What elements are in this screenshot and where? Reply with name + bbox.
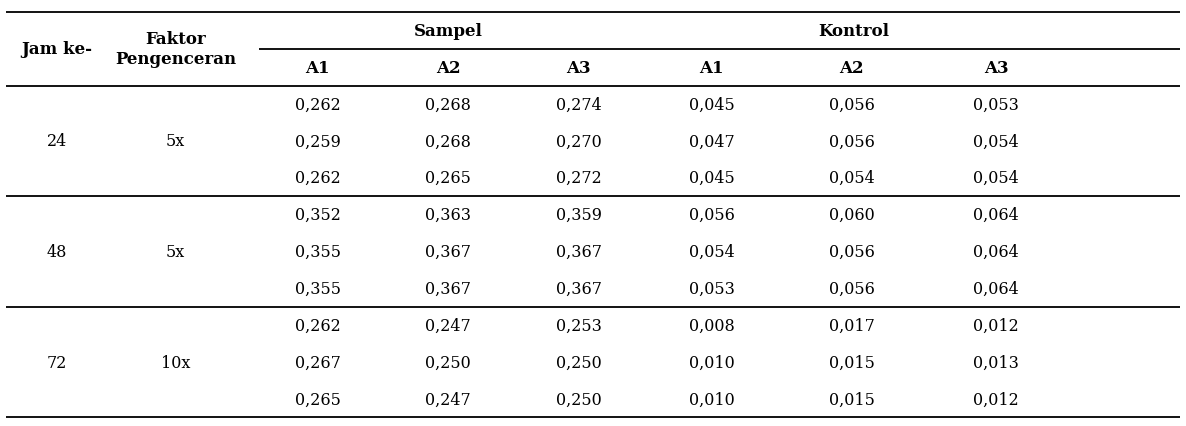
Text: 0,056: 0,056: [829, 280, 874, 297]
Text: 0,355: 0,355: [295, 280, 340, 297]
Text: 0,367: 0,367: [556, 280, 601, 297]
Text: 0,363: 0,363: [426, 207, 471, 224]
Text: 0,359: 0,359: [556, 207, 601, 224]
Text: 0,056: 0,056: [829, 243, 874, 260]
Text: 5x: 5x: [166, 133, 185, 150]
Text: 0,045: 0,045: [689, 170, 734, 187]
Text: 0,064: 0,064: [974, 243, 1019, 260]
Text: Sampel: Sampel: [414, 23, 483, 40]
Text: 0,259: 0,259: [295, 133, 340, 150]
Text: 0,054: 0,054: [689, 243, 734, 260]
Text: 0,355: 0,355: [295, 243, 340, 260]
Text: 0,250: 0,250: [556, 354, 601, 371]
Text: 0,268: 0,268: [426, 133, 471, 150]
Text: 0,270: 0,270: [556, 133, 601, 150]
Text: A2: A2: [840, 60, 863, 76]
Text: 0,247: 0,247: [426, 317, 471, 334]
Text: 0,262: 0,262: [295, 96, 340, 113]
Text: A1: A1: [306, 60, 330, 76]
Text: 0,047: 0,047: [689, 133, 734, 150]
Text: 0,274: 0,274: [556, 96, 601, 113]
Text: A2: A2: [436, 60, 460, 76]
Text: 0,008: 0,008: [689, 317, 734, 334]
Text: 0,010: 0,010: [689, 391, 734, 408]
Text: 0,013: 0,013: [974, 354, 1019, 371]
Text: 0,262: 0,262: [295, 317, 340, 334]
Text: 0,053: 0,053: [689, 280, 734, 297]
Text: Kontrol: Kontrol: [818, 23, 890, 40]
Text: 0,268: 0,268: [426, 96, 471, 113]
Text: 0,272: 0,272: [556, 170, 601, 187]
Text: 0,054: 0,054: [974, 170, 1019, 187]
Text: 0,064: 0,064: [974, 207, 1019, 224]
Text: 0,352: 0,352: [295, 207, 340, 224]
Text: 0,056: 0,056: [829, 133, 874, 150]
Text: 5x: 5x: [166, 243, 185, 260]
Text: 0,012: 0,012: [974, 317, 1019, 334]
Text: 0,250: 0,250: [426, 354, 471, 371]
Text: 0,367: 0,367: [426, 243, 471, 260]
Text: 0,250: 0,250: [556, 391, 601, 408]
Text: 0,060: 0,060: [829, 207, 874, 224]
Text: 72: 72: [46, 354, 68, 371]
Text: 0,045: 0,045: [689, 96, 734, 113]
Text: 0,265: 0,265: [426, 170, 471, 187]
Text: 0,056: 0,056: [829, 96, 874, 113]
Text: 0,056: 0,056: [689, 207, 734, 224]
Text: 0,017: 0,017: [829, 317, 874, 334]
Text: 0,054: 0,054: [829, 170, 874, 187]
Text: 0,367: 0,367: [426, 280, 471, 297]
Text: 0,053: 0,053: [974, 96, 1019, 113]
Text: 0,015: 0,015: [829, 391, 874, 408]
Text: 0,010: 0,010: [689, 354, 734, 371]
Text: 0,262: 0,262: [295, 170, 340, 187]
Text: 0,253: 0,253: [556, 317, 601, 334]
Text: Faktor
Pengenceran: Faktor Pengenceran: [115, 32, 236, 68]
Text: 0,265: 0,265: [295, 391, 340, 408]
Text: 48: 48: [46, 243, 68, 260]
Text: 0,247: 0,247: [426, 391, 471, 408]
Text: Jam ke-: Jam ke-: [21, 41, 93, 58]
Text: 0,267: 0,267: [295, 354, 340, 371]
Text: 0,012: 0,012: [974, 391, 1019, 408]
Text: 10x: 10x: [161, 354, 190, 371]
Text: A1: A1: [700, 60, 723, 76]
Text: 0,064: 0,064: [974, 280, 1019, 297]
Text: A3: A3: [984, 60, 1008, 76]
Text: 0,054: 0,054: [974, 133, 1019, 150]
Text: 0,367: 0,367: [556, 243, 601, 260]
Text: A3: A3: [567, 60, 591, 76]
Text: 24: 24: [46, 133, 68, 150]
Text: 0,015: 0,015: [829, 354, 874, 371]
